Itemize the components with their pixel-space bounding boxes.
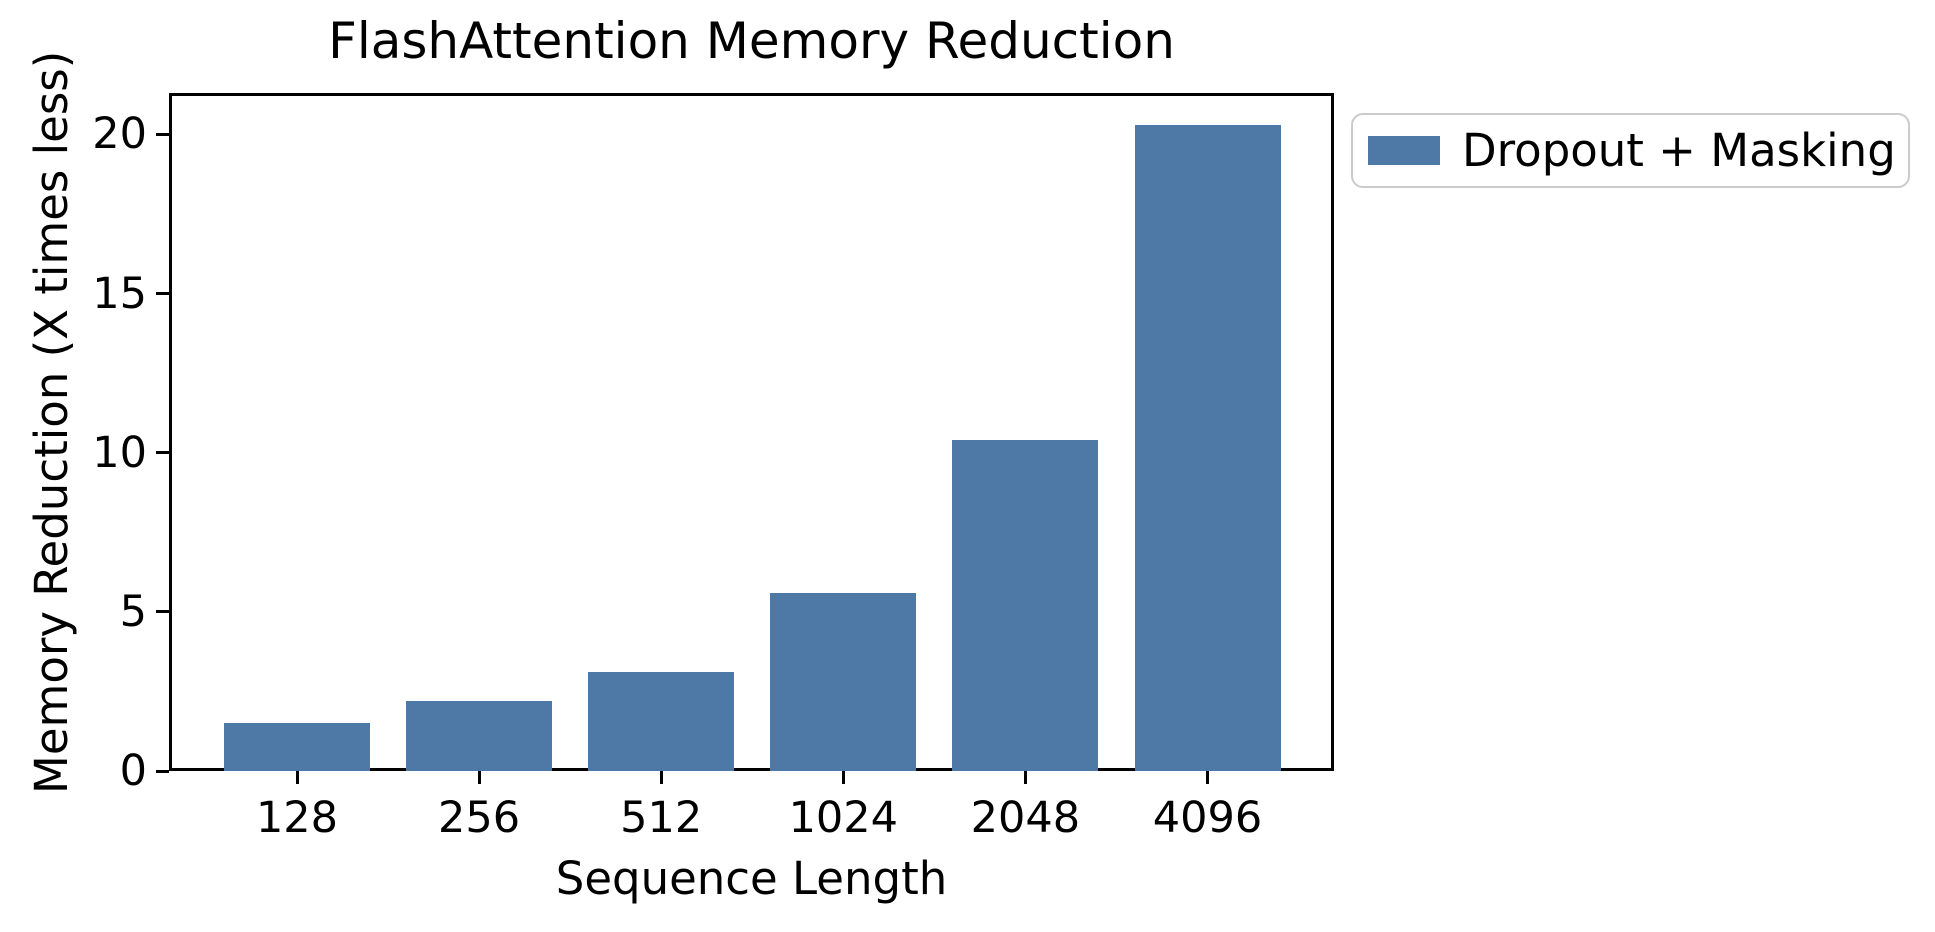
bar xyxy=(588,672,735,771)
x-tick-label: 1024 xyxy=(788,793,899,843)
x-tick xyxy=(295,771,299,784)
x-tick-label: 128 xyxy=(255,793,339,843)
y-tick xyxy=(156,451,169,455)
y-tick-label: 15 xyxy=(92,268,147,319)
y-tick-label: 0 xyxy=(119,746,147,796)
y-tick-label: 5 xyxy=(119,586,147,637)
legend-label: Dropout + Masking xyxy=(1462,123,1896,177)
bar xyxy=(406,700,553,771)
x-tick xyxy=(477,771,481,784)
x-tick xyxy=(1023,771,1027,784)
y-axis-label: Memory Reduction (X times less) xyxy=(25,50,78,794)
y-tick xyxy=(156,132,169,136)
x-tick-label: 2048 xyxy=(970,793,1081,843)
x-tick-label: 4096 xyxy=(1152,793,1263,843)
bar xyxy=(1134,124,1281,771)
y-tick xyxy=(156,769,169,773)
x-tick xyxy=(841,771,845,784)
bar xyxy=(770,592,917,771)
y-tick-label: 10 xyxy=(92,427,147,478)
x-tick xyxy=(659,771,663,784)
y-tick xyxy=(156,610,169,614)
x-tick-label: 512 xyxy=(620,793,703,843)
bar xyxy=(952,439,1099,771)
chart-title: FlashAttention Memory Reduction xyxy=(328,12,1175,70)
legend-swatch-icon xyxy=(1368,136,1440,165)
x-axis-label: Sequence Length xyxy=(555,852,948,905)
legend: Dropout + Masking xyxy=(1351,113,1910,188)
x-tick-label: 256 xyxy=(438,793,521,843)
y-tick-label: 20 xyxy=(92,109,147,160)
y-tick xyxy=(156,292,169,296)
x-tick xyxy=(1206,771,1209,784)
bar xyxy=(224,723,370,771)
